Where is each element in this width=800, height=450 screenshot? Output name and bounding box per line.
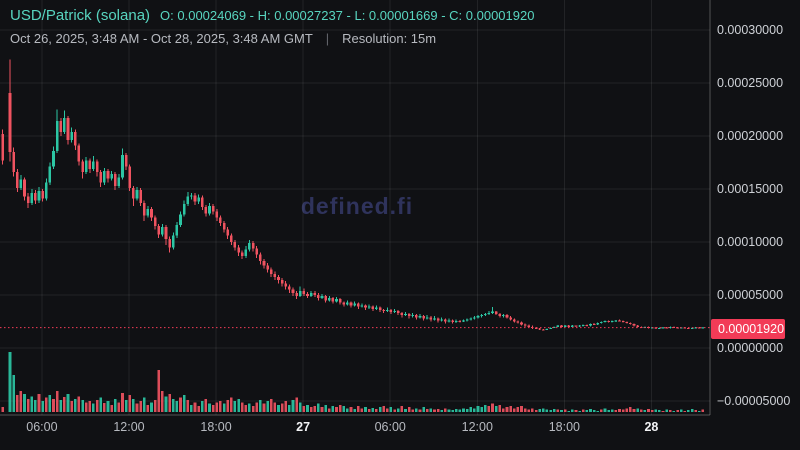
candles-layer [1,59,705,331]
chart-subheader: Oct 26, 2025, 3:48 AM - Oct 28, 2025, 3:… [10,31,436,46]
volume-layer [1,352,705,412]
time-tick-label: 06:00 [374,420,406,434]
time-tick-label: 06:00 [26,420,58,434]
time-tick-label-day: 28 [644,420,659,434]
overlay-layer [0,0,711,416]
pair-title: USD/Patrick (solana) [10,7,151,24]
time-tick-label-day: 27 [296,420,311,434]
ohlc-summary: O: 0.00024069 - H: 0.00027237 - L: 0.000… [160,8,535,23]
grid-layer [0,0,710,415]
last-price-badge: 0.00001920 [711,319,785,339]
date-range: Oct 26, 2025, 3:48 AM - Oct 28, 2025, 3:… [10,31,313,46]
separator: | [325,31,330,46]
time-tick-label: 18:00 [548,420,580,434]
time-tick-label: 12:00 [461,420,493,434]
time-axis[interactable]: 06:00 12:00 18:00 27 06:00 12:00 18:00 28 [0,415,800,450]
time-tick-label: 18:00 [200,420,232,434]
defined-fi-watermark: defined.fi [300,193,414,219]
resolution-label[interactable]: Resolution: 15m [342,31,437,46]
time-tick-label: 12:00 [113,420,145,434]
chart-header: USD/Patrick (solana) O: 0.00024069 - H: 0… [10,7,534,25]
